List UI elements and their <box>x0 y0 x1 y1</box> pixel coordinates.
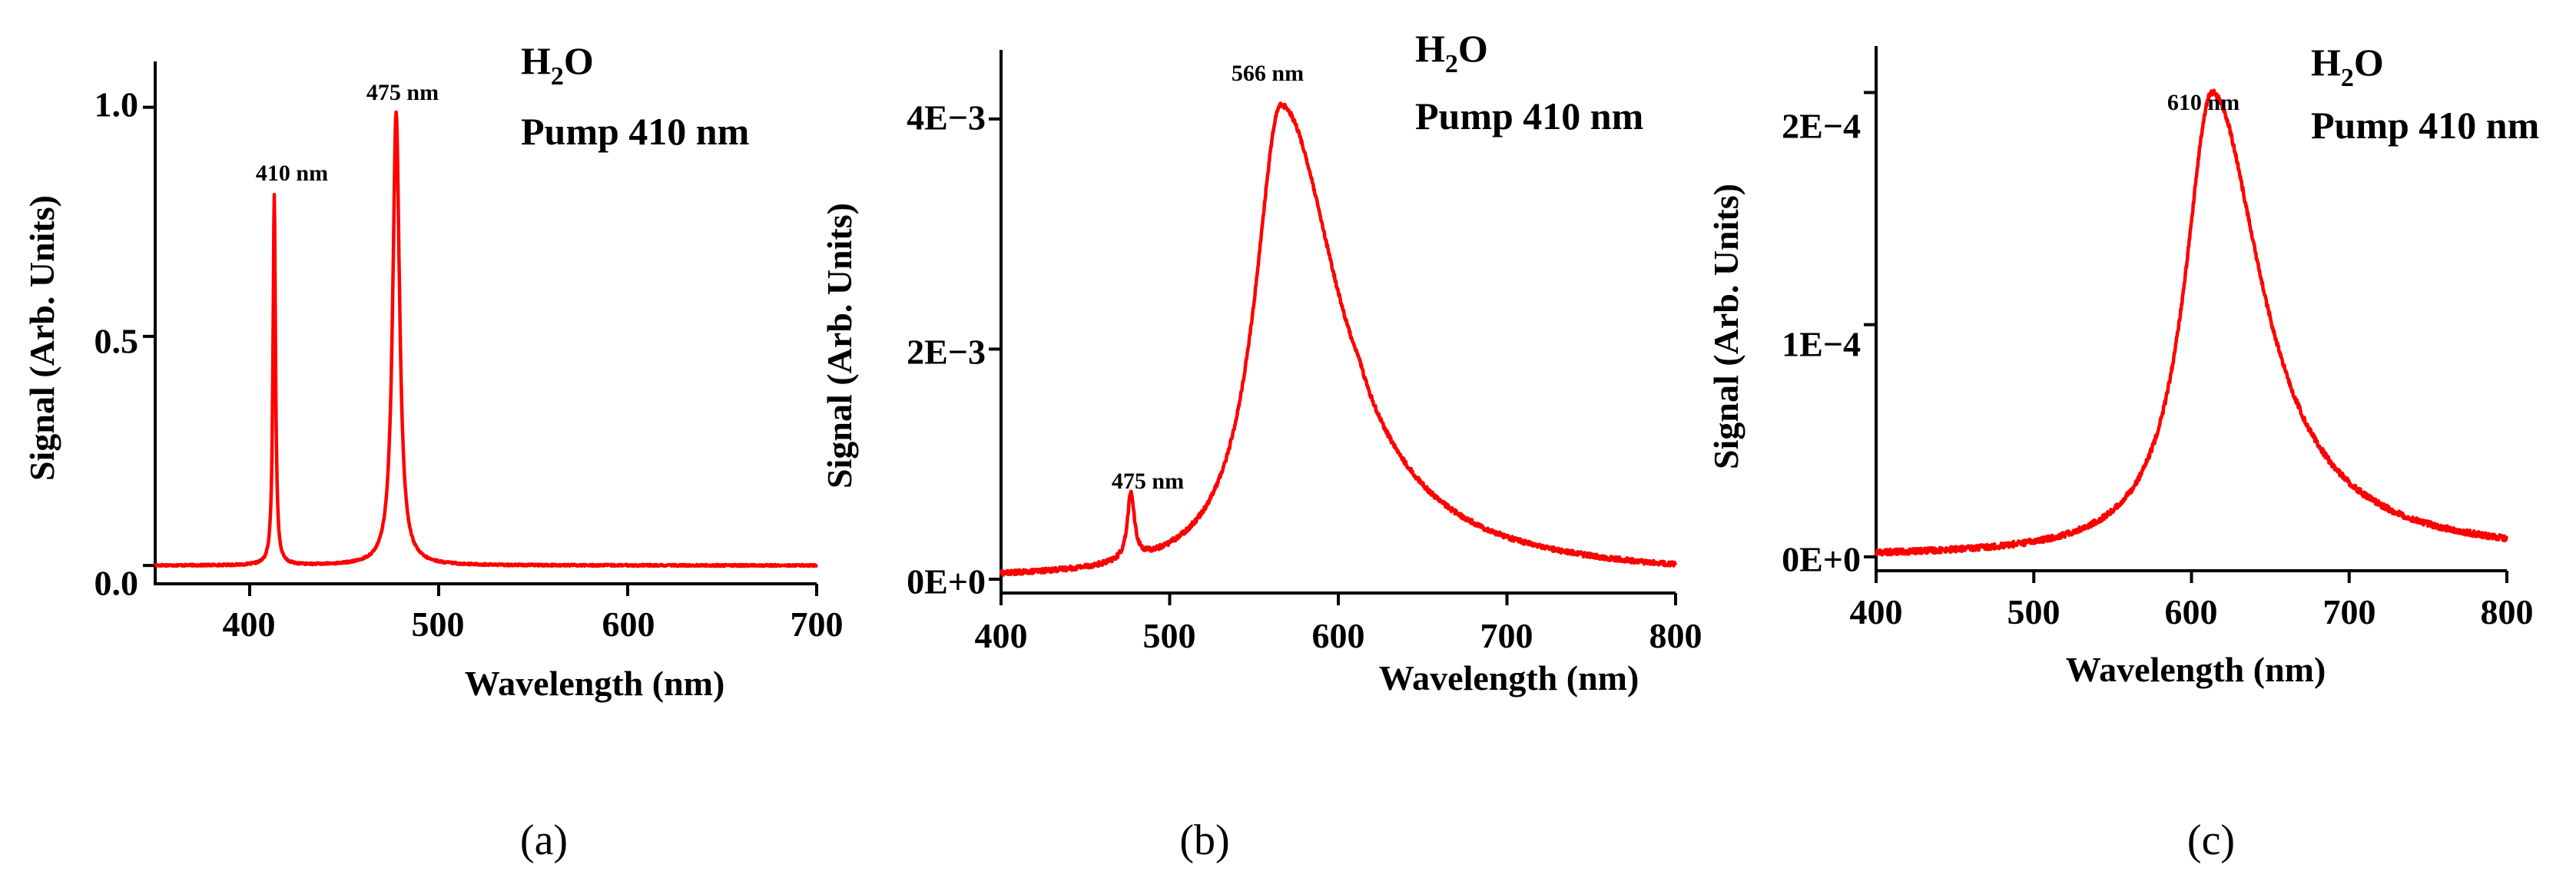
panel-b-series-line <box>999 101 1678 577</box>
panel-c-y-axis-title: Signal (Arb. Units) <box>1706 184 1746 469</box>
panel-c-caption: (c) <box>2187 817 2235 864</box>
panel-c-xtick-label-4: 800 <box>2481 592 2534 631</box>
panel-a-xtick-label-2: 600 <box>602 605 655 644</box>
panel-c-xtick-label-3: 700 <box>2323 592 2376 631</box>
panel-a-x-axis-title: Wavelength (nm) <box>465 664 725 703</box>
panel-b-xtick-label-0: 400 <box>975 616 1028 655</box>
panel-b-xtick-label-2: 600 <box>1312 616 1365 655</box>
panel-c-series-line <box>1874 88 2509 557</box>
panel-c-solvent-label: H2O <box>2311 41 2384 92</box>
panel-c: 400 500 600 700 800 0E+0 1E−4 2E−4 Wavel… <box>1706 41 2539 864</box>
panel-a-ytick-label-2: 1.0 <box>94 85 139 124</box>
panel-b-annotation-566: 566 nm <box>1232 61 1304 86</box>
panel-b-annotation-475: 475 nm <box>1112 469 1184 494</box>
panel-a-caption: (a) <box>520 817 568 864</box>
panel-c-xtick-label-2: 600 <box>2165 592 2218 631</box>
panel-c-xtick-label-1: 500 <box>2007 592 2060 631</box>
panel-a-ytick-label-1: 0.5 <box>94 322 139 361</box>
panel-c-ytick-label-2: 2E−4 <box>1782 107 1861 146</box>
panel-a-annotation-410: 410 nm <box>256 161 328 186</box>
panel-b-ticks <box>989 117 1677 605</box>
panel-a-ticks <box>143 105 818 596</box>
panel-b-pump-label: Pump 410 nm <box>1415 94 1643 138</box>
panel-a-series-line <box>153 110 818 568</box>
panel-c-pump-label: Pump 410 nm <box>2311 104 2539 147</box>
panel-b-x-axis-title: Wavelength (nm) <box>1379 658 1639 697</box>
panel-b-xtick-label-4: 800 <box>1649 616 1702 655</box>
panel-b-solvent-label: H2O <box>1415 27 1488 78</box>
panel-b-ytick-label-0: 0E+0 <box>907 562 986 601</box>
panel-b-y-axis-title: Signal (Arb. Units) <box>820 203 859 489</box>
panel-a-solvent-label: H2O <box>521 39 594 91</box>
panel-c-x-axis-title: Wavelength (nm) <box>2066 650 2326 689</box>
panel-c-ytick-label-0: 0E+0 <box>1782 540 1861 579</box>
panel-c-xtick-label-0: 400 <box>1850 592 1903 631</box>
panel-a: 400 500 600 700 0.0 0.5 1.0 Wavelength (… <box>22 39 844 864</box>
panel-a-pump-label: Pump 410 nm <box>521 110 749 153</box>
panel-b-ytick-label-2: 4E−3 <box>907 98 986 138</box>
panel-c-ytick-label-1: 1E−4 <box>1782 325 1861 364</box>
panel-a-xtick-label-0: 400 <box>223 605 276 644</box>
panel-c-annotation-610: 610 nm <box>2167 90 2239 115</box>
panel-b-caption: (b) <box>1179 817 1229 864</box>
panel-a-xtick-label-1: 500 <box>412 605 465 644</box>
panel-b-xtick-label-1: 500 <box>1143 616 1196 655</box>
panel-a-annotation-475: 475 nm <box>366 80 439 105</box>
panel-c-ticks <box>1864 91 2508 583</box>
panel-b-ytick-label-1: 2E−3 <box>907 333 986 372</box>
panel-a-y-axis-title: Signal (Arb. Units) <box>22 195 61 481</box>
panel-a-xtick-label-3: 700 <box>791 605 844 644</box>
panel-b: 400 500 600 700 800 0E+0 2E−3 4E−3 Wavel… <box>820 27 1702 864</box>
panel-b-xtick-label-3: 700 <box>1480 616 1533 655</box>
panel-a-ytick-label-0: 0.0 <box>94 564 139 603</box>
